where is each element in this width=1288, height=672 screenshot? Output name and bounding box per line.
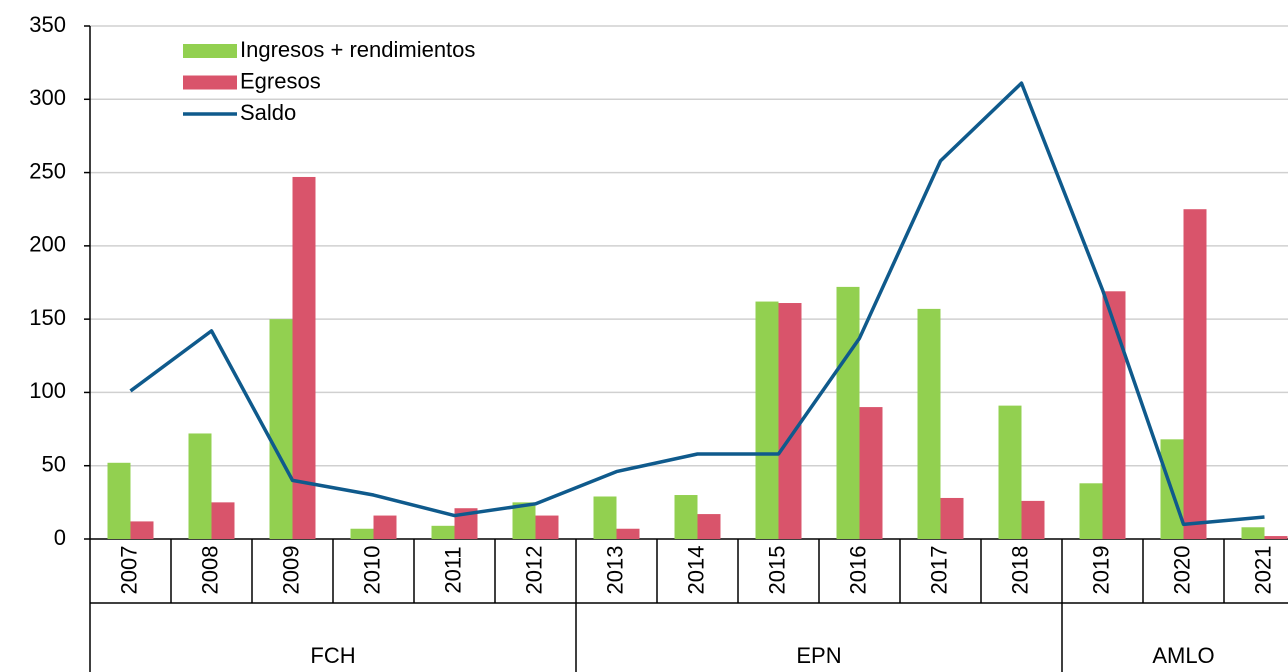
bar [593, 496, 617, 539]
bar [616, 528, 640, 539]
x-tick-label: 2010 [359, 546, 384, 595]
bar [940, 497, 964, 539]
y-tick-label: 150 [29, 305, 66, 330]
bar [1241, 527, 1265, 539]
bar [1183, 209, 1207, 539]
x-tick-label: 2012 [521, 546, 546, 595]
x-tick-label: 2013 [602, 546, 627, 595]
y-tick-label: 200 [29, 232, 66, 257]
bar [373, 515, 397, 539]
legend-label: Saldo [240, 100, 296, 125]
x-tick-label: 2021 [1250, 546, 1275, 595]
bar [1079, 483, 1103, 539]
group-label: EPN [796, 643, 841, 668]
bar [211, 502, 235, 539]
bar [755, 301, 779, 539]
bar [836, 286, 860, 539]
x-tick-label: 2011 [440, 546, 465, 593]
x-tick-label: 2008 [197, 546, 222, 595]
bar [998, 405, 1022, 539]
bar [535, 515, 559, 539]
x-tick-label: 2009 [278, 546, 303, 595]
bar [431, 525, 455, 539]
bar [130, 521, 154, 539]
bar [674, 495, 698, 539]
bar [697, 514, 721, 539]
group-label: AMLO [1152, 643, 1214, 668]
x-tick-label: 2015 [764, 546, 789, 595]
x-tick-label: 2007 [116, 546, 141, 595]
x-tick-label: 2016 [845, 546, 870, 595]
bar [1021, 500, 1045, 539]
bar [917, 308, 941, 539]
y-tick-label: 350 [29, 12, 66, 37]
bar [188, 433, 212, 539]
bar [292, 176, 316, 539]
legend-swatch [183, 75, 237, 90]
legend-label: Ingresos + rendimientos [240, 37, 475, 62]
legend-label: Egresos [240, 68, 321, 93]
bar [107, 462, 131, 539]
bar [778, 303, 802, 539]
x-tick-label: 2020 [1169, 546, 1194, 595]
x-tick-label: 2014 [683, 546, 708, 595]
bar [1264, 536, 1288, 539]
y-tick-label: 250 [29, 158, 66, 183]
group-label: FCH [310, 643, 355, 668]
y-tick-label: 300 [29, 85, 66, 110]
bar [269, 319, 293, 539]
x-tick-label: 2018 [1007, 546, 1032, 595]
line [129, 81, 1265, 527]
bar [859, 407, 883, 539]
y-tick-label: 0 [54, 525, 66, 550]
x-tick-label: 2019 [1088, 546, 1113, 595]
y-tick-label: 50 [42, 452, 66, 477]
bar [1102, 291, 1126, 539]
bar [350, 528, 374, 539]
y-tick-label: 100 [29, 378, 66, 403]
bar [512, 502, 536, 539]
legend-swatch [183, 44, 237, 58]
x-tick-label: 2017 [926, 546, 951, 595]
